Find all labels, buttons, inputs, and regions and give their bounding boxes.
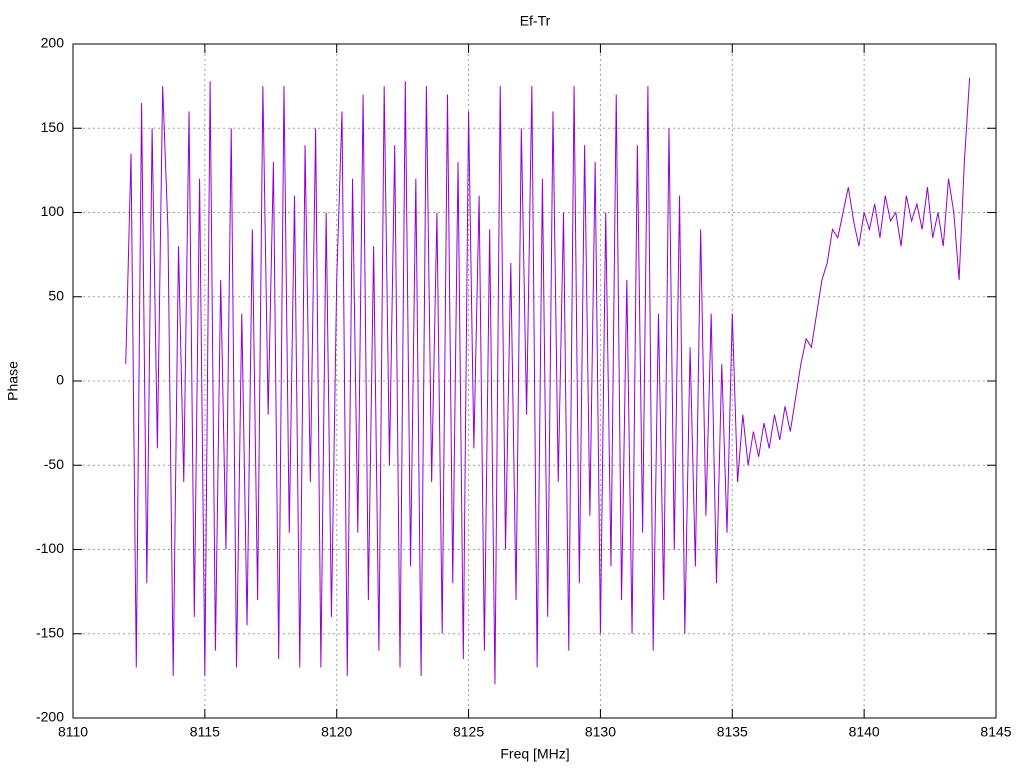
y-tick-label: 50 — [48, 287, 64, 303]
data-line — [125, 77, 971, 685]
x-tick-label: 8115 — [190, 724, 220, 740]
x-tick-label: 8130 — [585, 724, 616, 740]
chart-title: Ef-Tr — [520, 13, 551, 29]
y-tick-label: 0 — [56, 372, 64, 388]
y-tick-label: 150 — [41, 119, 65, 135]
y-axis-label: Phase — [5, 361, 21, 401]
x-tick-label: 8135 — [717, 724, 748, 740]
x-axis-label: Freq [MHz] — [500, 746, 569, 762]
x-tick-label: 8140 — [849, 724, 880, 740]
y-tick-label: -100 — [36, 540, 64, 556]
x-tick-label: 8110 — [58, 724, 88, 740]
x-tick-label: 8120 — [321, 724, 352, 740]
y-tick-label: -150 — [36, 624, 64, 640]
y-tick-label: 200 — [41, 35, 65, 51]
y-tick-label: -50 — [44, 456, 64, 472]
plot-border — [72, 43, 997, 719]
x-tick-label: 8125 — [453, 724, 484, 740]
y-tick-label: 100 — [41, 203, 65, 219]
y-tick-label: -200 — [36, 709, 64, 725]
x-tick-label: 8145 — [980, 724, 1011, 740]
